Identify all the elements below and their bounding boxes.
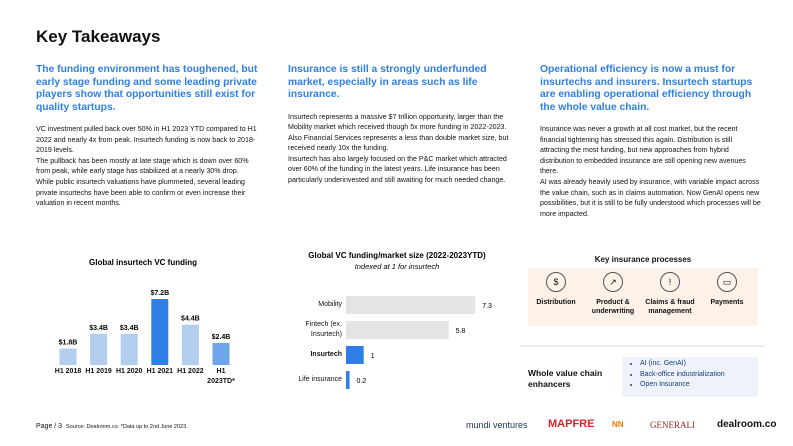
- enhancer-list: AI (inc. GenAI) Back-office industrializ…: [628, 359, 725, 391]
- page-title: Key Takeaways: [36, 27, 161, 46]
- enhancer-title: Whole value chain enhancers: [528, 368, 603, 389]
- logo: NN: [612, 420, 624, 429]
- column-heading: Insurance is still a strongly underfunde…: [288, 64, 487, 100]
- process-title: Key insurance processes: [594, 255, 692, 264]
- icon: !: [660, 272, 680, 292]
- chart-title: Global insurtech VC funding: [89, 258, 197, 267]
- logo: dealroom.co: [717, 419, 777, 430]
- icon: $: [546, 272, 566, 292]
- value-label: $3.4B: [120, 325, 139, 332]
- process-label: Distribution: [536, 299, 576, 306]
- paragraph: While public insurtech valuations have p…: [36, 177, 246, 208]
- value-label: $2.4B: [212, 334, 231, 341]
- bar: [151, 299, 169, 365]
- process: ↗ Product & underwriting: [585, 272, 641, 316]
- column: Operational efficiency is now a must for…: [540, 64, 762, 219]
- x-tick-label: H1 2018: [54, 368, 82, 375]
- enhancer: AI (inc. GenAI): [640, 359, 725, 370]
- x-tick-label: H1 2019: [85, 368, 112, 375]
- source: Source: Dealroom.co. *Data up to 2nd Jun…: [66, 424, 188, 430]
- y-tick-label: Life insurance: [298, 376, 342, 383]
- bar: [346, 346, 364, 364]
- enhancer-box: [622, 357, 758, 397]
- bar: [346, 371, 350, 389]
- value-label: $1.8B: [59, 340, 78, 347]
- value-label: $4.4B: [181, 316, 200, 323]
- bar: [212, 343, 230, 365]
- paragraph: VC investment pulled back over 50% in H1…: [36, 125, 257, 155]
- enhancer: Open Insurance: [640, 380, 725, 391]
- bar: [59, 348, 77, 365]
- process: $ Distribution: [528, 272, 584, 307]
- chart-title: Global VC funding/market size (2022-2023…: [308, 251, 486, 260]
- paragraph: Insurance was never a growth at all cost…: [540, 125, 746, 176]
- page-number: Page / 3: [36, 423, 63, 430]
- process-label: Product & underwriting: [591, 299, 635, 315]
- y-tick-label: Mobility: [318, 301, 342, 308]
- paragraph: Insurtech represents a massive $7 trilli…: [288, 112, 509, 153]
- column: The funding environment has toughened, b…: [36, 64, 258, 209]
- x-tick-label: H1 2021: [146, 368, 174, 375]
- column: Insurance is still a strongly underfunde…: [288, 64, 510, 186]
- chart-subtitle: Indexed at 1 for insurtech: [355, 262, 440, 271]
- icon: ▭: [717, 272, 737, 292]
- paragraph: AI was already heavily used by insurance…: [540, 177, 761, 218]
- logo: MAPFRE: [548, 418, 595, 430]
- y-tick-label: Insurtech: [310, 351, 342, 358]
- column-heading: The funding environment has toughened, b…: [36, 64, 258, 113]
- enhancer: Back-office industrialization: [640, 370, 725, 381]
- bar: [181, 324, 199, 365]
- paragraph: Insurtech has also largely focused on th…: [288, 154, 507, 185]
- logo: mundi ventures: [466, 420, 528, 430]
- icon: ↗: [603, 272, 623, 292]
- value-label: $7.2B: [150, 290, 169, 297]
- process: ▭ Payments: [699, 272, 755, 307]
- value-label: $3.4B: [89, 325, 108, 332]
- x-tick-label: H1 2020: [115, 368, 143, 375]
- process-label: Payments: [710, 299, 744, 306]
- column-heading: Operational efficiency is now a must for…: [540, 64, 753, 113]
- y-tick-label: Fintech (ex. Insurtech): [305, 321, 342, 338]
- value-label: 5.8: [456, 328, 466, 335]
- value-label: 1: [371, 353, 375, 360]
- bar: [346, 296, 476, 314]
- value-label: 7.3: [482, 303, 492, 310]
- x-tick-label: H1 2023TD*: [207, 368, 235, 385]
- x-tick-label: H1 2022: [177, 368, 204, 375]
- value-label: 0.2: [357, 378, 367, 385]
- logo: GENERALI: [650, 420, 695, 430]
- bar: [90, 333, 108, 365]
- process: ! Claims & fraud management: [642, 272, 698, 316]
- bar: [120, 333, 138, 365]
- bar: [346, 321, 449, 339]
- paragraph: The pullback has been mostly at late sta…: [36, 156, 249, 176]
- process-label: Claims & fraud management: [645, 299, 695, 315]
